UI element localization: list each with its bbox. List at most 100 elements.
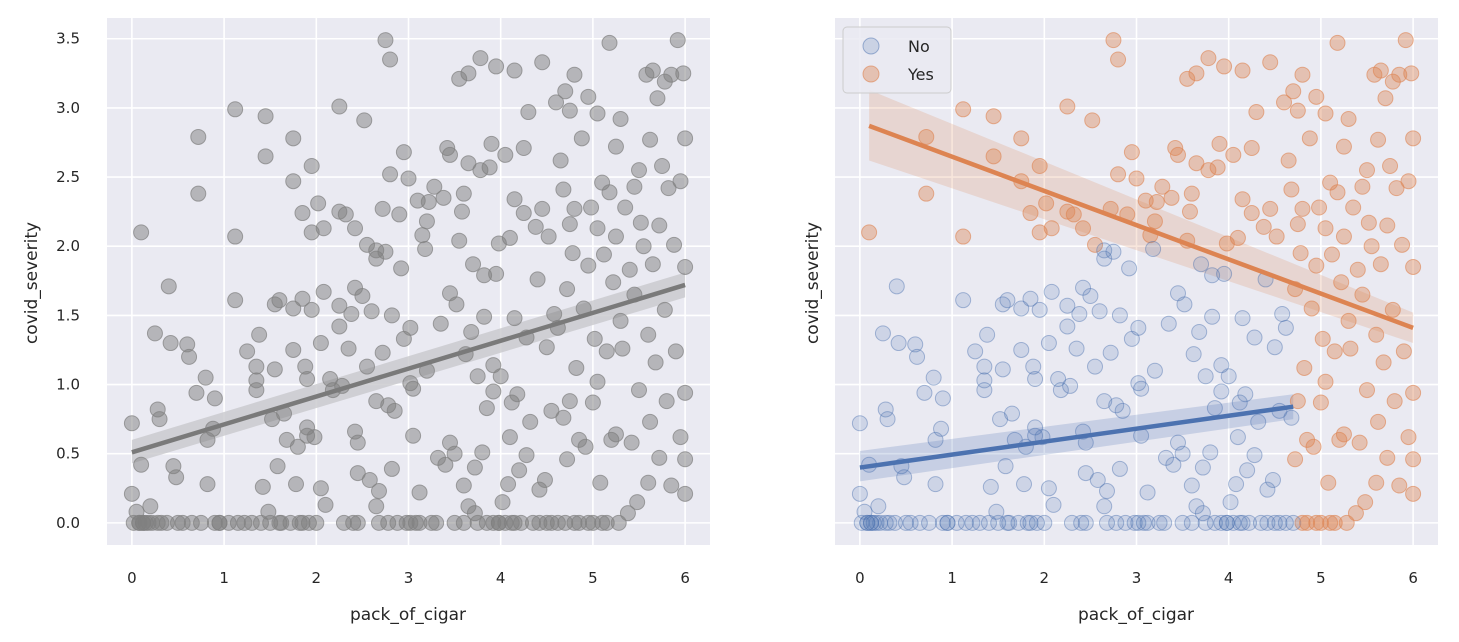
- scatter-point-yes: [1375, 354, 1392, 371]
- scatter-point-yes: [1299, 431, 1316, 448]
- scatter-point: [677, 485, 694, 502]
- scatter-point-no: [967, 343, 984, 360]
- scatter-point-no: [1036, 514, 1053, 531]
- scatter-point: [418, 213, 435, 230]
- scatter-point-no: [980, 514, 997, 531]
- scatter-point: [463, 323, 480, 340]
- scatter-point: [540, 228, 557, 245]
- scatter-point-no: [1004, 405, 1021, 422]
- x-tick-label: 1: [219, 569, 229, 587]
- scatter-point-no: [1043, 283, 1060, 300]
- scatter-point-yes: [1234, 62, 1251, 79]
- scatter-point: [151, 411, 168, 428]
- scatter-point: [299, 371, 316, 388]
- scatter-point: [123, 485, 140, 502]
- scatter-point-yes: [1305, 438, 1322, 455]
- scatter-point-yes: [1384, 73, 1401, 90]
- scatter-point-no: [1114, 402, 1131, 419]
- scatter-point-no: [1050, 371, 1067, 388]
- scatter-point-yes: [1280, 152, 1297, 169]
- scatter-point-no: [1096, 242, 1113, 259]
- scatter-point-yes: [1200, 50, 1217, 67]
- scatter-point-no: [1283, 409, 1300, 426]
- left-regression-line: [131, 282, 686, 455]
- y-tick-label: 3.5: [56, 30, 80, 48]
- scatter-point: [555, 181, 572, 198]
- scatter-point-no: [979, 326, 996, 343]
- scatter-point-no: [1274, 306, 1291, 323]
- scatter-point-no: [1062, 377, 1079, 394]
- scatter-point: [626, 178, 643, 195]
- scatter-point-no: [1096, 498, 1113, 515]
- scatter-point: [548, 94, 565, 111]
- scatter-point-yes: [1394, 236, 1411, 253]
- y-tick-label: 0.5: [56, 445, 80, 463]
- scatter-point: [400, 170, 417, 187]
- scatter-point-no: [1176, 296, 1193, 313]
- right-grid: [835, 18, 1438, 545]
- right-panel: 0 1 2 3 4 5 6 pack_of_cigar covid_severity No …: [803, 18, 1438, 625]
- scatter-point-yes: [1405, 130, 1422, 147]
- scatter-point-no: [1087, 358, 1104, 375]
- scatter-point-no: [1145, 240, 1162, 257]
- scatter-point-no: [872, 514, 889, 531]
- scatter-point-no: [859, 514, 876, 531]
- left-y-axis-label: covid_severity: [22, 222, 42, 344]
- scatter-point: [269, 458, 286, 475]
- scatter-point-no: [1169, 285, 1186, 302]
- scatter-point-yes: [1285, 83, 1302, 100]
- left-scatter-points: [123, 32, 694, 531]
- scatter-point: [669, 32, 686, 49]
- scatter-point: [382, 51, 399, 68]
- scatter-point: [331, 98, 348, 115]
- scatter-point-yes: [1234, 191, 1251, 208]
- scatter-point-no: [1191, 323, 1208, 340]
- scatter-point-no: [909, 348, 926, 365]
- scatter-point: [312, 335, 329, 352]
- scatter-point: [580, 257, 597, 274]
- scatter-point-no: [1237, 386, 1254, 403]
- scatter-point-no: [862, 514, 879, 531]
- scatter-point: [383, 307, 400, 324]
- scatter-point: [289, 438, 306, 455]
- legend: No Yes: [842, 26, 952, 94]
- scatter-point-no: [1218, 514, 1235, 531]
- scatter-point: [142, 498, 159, 515]
- scatter-point-yes: [1289, 102, 1306, 119]
- scatter-point: [428, 514, 445, 531]
- scatter-point-yes: [1031, 224, 1048, 241]
- scatter-point-yes: [1340, 312, 1357, 329]
- scatter-point: [555, 409, 572, 426]
- scatter-point-yes: [1400, 429, 1417, 446]
- scatter-point: [472, 50, 489, 67]
- scatter-point-no: [1197, 514, 1214, 531]
- scatter-point: [133, 456, 150, 473]
- scatter-point-no: [1130, 514, 1147, 531]
- scatter-point: [663, 477, 680, 494]
- scatter-point: [607, 138, 624, 155]
- scatter-point: [168, 469, 185, 486]
- scatter-point-yes: [1397, 32, 1414, 49]
- scatter-point-yes: [1372, 62, 1389, 79]
- scatter-point-yes: [1312, 394, 1329, 411]
- scatter-point: [501, 229, 518, 246]
- scatter-point-yes: [1043, 220, 1060, 237]
- scatter-point: [561, 393, 578, 410]
- scatter-point-yes: [1345, 199, 1362, 216]
- scatter-point: [488, 265, 505, 282]
- scatter-point: [598, 514, 615, 531]
- scatter-point: [612, 312, 629, 329]
- scatter-point-no: [1206, 400, 1223, 417]
- scatter-point: [426, 178, 443, 195]
- scatter-point-yes: [1349, 261, 1366, 278]
- scatter-point-yes: [1188, 65, 1205, 82]
- scatter-point: [134, 514, 151, 531]
- scatter-point: [515, 140, 532, 157]
- scatter-point-yes: [861, 224, 878, 241]
- scatter-point: [644, 256, 661, 273]
- scatter-point-yes: [1322, 514, 1339, 531]
- scatter-point: [506, 62, 523, 79]
- scatter-point-yes: [1229, 229, 1246, 246]
- scatter-point-yes: [1333, 274, 1350, 291]
- scatter-point-no: [1108, 514, 1125, 531]
